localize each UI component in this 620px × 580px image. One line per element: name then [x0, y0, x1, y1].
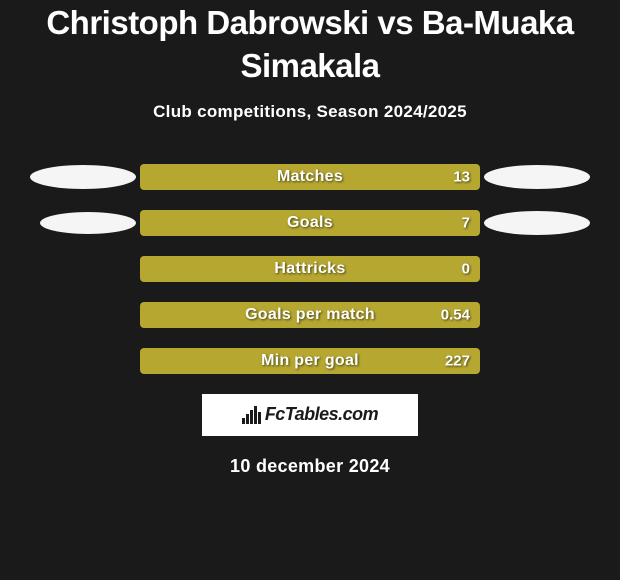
stat-value: 0.54	[441, 306, 470, 323]
bar-wrap: Min per goal 227	[140, 348, 480, 374]
stat-row: Min per goal 227	[10, 348, 610, 374]
right-blob-icon	[484, 165, 590, 189]
left-blob-icon	[40, 212, 136, 234]
left-blob-icon	[30, 165, 136, 189]
stat-label: Matches	[277, 168, 343, 186]
stat-value: 0	[462, 260, 470, 277]
stat-bar: Goals 7	[140, 210, 480, 236]
stat-label: Min per goal	[261, 352, 359, 370]
right-value-slot	[480, 211, 590, 235]
stat-bar: Goals per match 0.54	[140, 302, 480, 328]
stat-label: Goals per match	[245, 306, 375, 324]
right-blob-icon	[484, 211, 590, 235]
page-subtitle: Club competitions, Season 2024/2025	[0, 102, 620, 122]
stats-area: Matches 13 Goals 7	[0, 164, 620, 374]
bar-chart-icon	[242, 406, 261, 424]
brand-text: FcTables.com	[265, 404, 378, 425]
stat-label: Hattricks	[274, 260, 345, 278]
stat-value: 7	[462, 214, 470, 231]
comparison-card: Christoph Dabrowski vs Ba-Muaka Simakala…	[0, 0, 620, 477]
bar-wrap: Hattricks 0	[140, 256, 480, 282]
date-text: 10 december 2024	[0, 456, 620, 477]
stat-row: Goals per match 0.54	[10, 302, 610, 328]
page-title: Christoph Dabrowski vs Ba-Muaka Simakala	[0, 2, 620, 88]
brand-logo: FcTables.com	[202, 394, 418, 436]
stat-bar: Matches 13	[140, 164, 480, 190]
right-value-slot	[480, 165, 590, 189]
stat-label: Goals	[287, 214, 333, 232]
stat-bar: Min per goal 227	[140, 348, 480, 374]
bar-wrap: Goals 7	[140, 210, 480, 236]
stat-value: 13	[453, 168, 470, 185]
left-value-slot	[30, 165, 140, 189]
bar-wrap: Goals per match 0.54	[140, 302, 480, 328]
stat-value: 227	[445, 352, 470, 369]
stat-row: Hattricks 0	[10, 256, 610, 282]
bar-wrap: Matches 13	[140, 164, 480, 190]
stat-bar: Hattricks 0	[140, 256, 480, 282]
stat-row: Goals 7	[10, 210, 610, 236]
stat-row: Matches 13	[10, 164, 610, 190]
left-value-slot	[30, 212, 140, 234]
